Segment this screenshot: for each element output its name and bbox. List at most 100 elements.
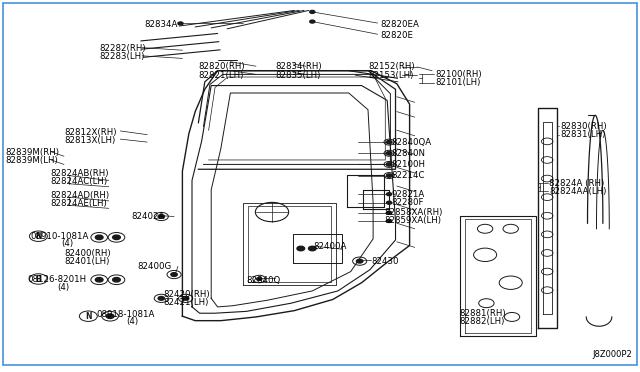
Circle shape bbox=[387, 141, 392, 144]
Circle shape bbox=[29, 231, 47, 241]
Circle shape bbox=[384, 173, 394, 179]
Circle shape bbox=[387, 163, 392, 166]
Circle shape bbox=[158, 296, 164, 300]
Text: 82400A: 82400A bbox=[314, 242, 347, 251]
Text: 82831(LH): 82831(LH) bbox=[560, 130, 605, 139]
Circle shape bbox=[79, 311, 97, 321]
FancyBboxPatch shape bbox=[3, 3, 637, 365]
Text: 82401(LH): 82401(LH) bbox=[64, 257, 109, 266]
Circle shape bbox=[167, 270, 181, 279]
Circle shape bbox=[182, 296, 189, 300]
Text: 82400G: 82400G bbox=[138, 262, 172, 271]
Text: 08910-1081A: 08910-1081A bbox=[31, 232, 89, 241]
Text: 82835(LH): 82835(LH) bbox=[275, 71, 321, 80]
Circle shape bbox=[154, 294, 168, 302]
Text: (4): (4) bbox=[126, 317, 138, 326]
Text: 82882(LH): 82882(LH) bbox=[460, 317, 505, 326]
Text: 82430: 82430 bbox=[371, 257, 399, 266]
Circle shape bbox=[387, 174, 392, 177]
Text: 08918-1081A: 08918-1081A bbox=[96, 310, 154, 319]
Circle shape bbox=[158, 215, 164, 218]
Circle shape bbox=[113, 235, 120, 240]
Circle shape bbox=[257, 278, 262, 280]
Text: 82834A: 82834A bbox=[144, 20, 177, 29]
Circle shape bbox=[106, 314, 114, 318]
Text: B: B bbox=[36, 275, 41, 283]
Text: 08126-8201H: 08126-8201H bbox=[27, 275, 86, 284]
Circle shape bbox=[387, 152, 392, 155]
Circle shape bbox=[353, 257, 367, 265]
Text: 82283(LH): 82283(LH) bbox=[99, 52, 145, 61]
Text: 82824AC(LH): 82824AC(LH) bbox=[50, 177, 107, 186]
Text: 82100H: 82100H bbox=[392, 160, 426, 169]
Circle shape bbox=[387, 193, 392, 196]
Circle shape bbox=[308, 246, 316, 251]
Circle shape bbox=[387, 201, 392, 204]
Text: 82420(RH): 82420(RH) bbox=[163, 290, 210, 299]
Circle shape bbox=[154, 212, 168, 221]
Text: J8Z000P2: J8Z000P2 bbox=[592, 350, 632, 359]
Text: 82153(LH): 82153(LH) bbox=[368, 71, 413, 80]
Text: 82839M(RH): 82839M(RH) bbox=[5, 148, 59, 157]
Circle shape bbox=[387, 163, 392, 166]
Circle shape bbox=[356, 259, 363, 263]
Text: 82812X(RH): 82812X(RH) bbox=[64, 128, 116, 137]
Text: 82820E: 82820E bbox=[381, 31, 414, 40]
Text: 82280F: 82280F bbox=[392, 198, 424, 207]
Text: 82840QA: 82840QA bbox=[392, 138, 432, 147]
Text: 82839M(LH): 82839M(LH) bbox=[5, 156, 58, 165]
Circle shape bbox=[297, 246, 305, 251]
Text: 82421(LH): 82421(LH) bbox=[163, 298, 209, 307]
Circle shape bbox=[108, 275, 125, 285]
Circle shape bbox=[113, 278, 120, 282]
Text: 82820EA: 82820EA bbox=[381, 20, 420, 29]
Text: 82881(RH): 82881(RH) bbox=[460, 309, 506, 318]
Text: 82824AA(LH): 82824AA(LH) bbox=[549, 187, 607, 196]
Circle shape bbox=[387, 219, 392, 222]
Circle shape bbox=[253, 275, 266, 283]
Text: N: N bbox=[85, 312, 92, 321]
Text: 82214C: 82214C bbox=[392, 171, 425, 180]
Text: 82282(RH): 82282(RH) bbox=[99, 44, 146, 53]
Text: 82824AE(LH): 82824AE(LH) bbox=[50, 199, 107, 208]
Circle shape bbox=[171, 273, 177, 276]
Text: 82840N: 82840N bbox=[392, 149, 426, 158]
Circle shape bbox=[108, 232, 125, 242]
Text: 82101(LH): 82101(LH) bbox=[435, 78, 481, 87]
Circle shape bbox=[179, 294, 193, 302]
Circle shape bbox=[384, 161, 394, 167]
Text: 82824A (RH): 82824A (RH) bbox=[549, 179, 604, 187]
Circle shape bbox=[29, 274, 47, 284]
Text: 82100(RH): 82100(RH) bbox=[435, 70, 482, 79]
Circle shape bbox=[387, 141, 392, 144]
Circle shape bbox=[384, 150, 394, 156]
Text: 82859XA(LH): 82859XA(LH) bbox=[384, 217, 441, 225]
Text: 82840Q: 82840Q bbox=[246, 276, 281, 285]
Circle shape bbox=[387, 152, 392, 155]
Circle shape bbox=[91, 275, 108, 285]
Circle shape bbox=[387, 211, 392, 214]
Text: 82402A: 82402A bbox=[131, 212, 164, 221]
Text: 82830(RH): 82830(RH) bbox=[560, 122, 607, 131]
Circle shape bbox=[387, 174, 392, 177]
Circle shape bbox=[95, 278, 103, 282]
Circle shape bbox=[384, 139, 394, 145]
Circle shape bbox=[102, 311, 118, 321]
Circle shape bbox=[310, 20, 315, 23]
Text: 92821A: 92821A bbox=[392, 190, 425, 199]
Text: N: N bbox=[35, 232, 42, 241]
Circle shape bbox=[310, 10, 315, 13]
Text: 82400(RH): 82400(RH) bbox=[64, 249, 111, 258]
Circle shape bbox=[91, 232, 108, 242]
Text: 82824AB(RH): 82824AB(RH) bbox=[50, 169, 108, 178]
Text: 82821(LH): 82821(LH) bbox=[198, 71, 244, 80]
Text: 82824AD(RH): 82824AD(RH) bbox=[50, 191, 109, 200]
Circle shape bbox=[95, 235, 103, 240]
Text: 82820(RH): 82820(RH) bbox=[198, 62, 245, 71]
Text: (4): (4) bbox=[61, 239, 73, 248]
Text: (4): (4) bbox=[58, 283, 70, 292]
Circle shape bbox=[178, 22, 183, 25]
Text: 82152(RH): 82152(RH) bbox=[368, 62, 415, 71]
Text: 82834(RH): 82834(RH) bbox=[275, 62, 322, 71]
Text: 82858XA(RH): 82858XA(RH) bbox=[384, 208, 442, 217]
